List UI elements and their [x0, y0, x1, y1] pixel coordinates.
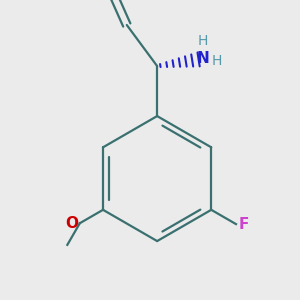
- Text: H: H: [212, 54, 222, 68]
- Text: H: H: [197, 34, 208, 48]
- Text: O: O: [65, 216, 78, 231]
- Text: N: N: [196, 51, 209, 66]
- Text: F: F: [239, 217, 249, 232]
